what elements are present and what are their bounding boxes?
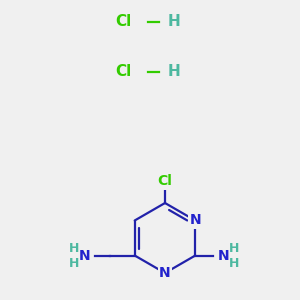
Text: N: N <box>159 266 171 280</box>
Text: Cl: Cl <box>158 174 172 188</box>
Text: Cl: Cl <box>116 14 132 29</box>
Text: N: N <box>190 214 201 227</box>
Text: H: H <box>68 242 79 255</box>
Text: N: N <box>79 248 91 262</box>
Text: H: H <box>229 257 239 270</box>
Text: H: H <box>168 14 181 29</box>
Text: H: H <box>229 242 239 255</box>
Text: H: H <box>68 257 79 270</box>
Text: H: H <box>168 64 181 80</box>
Text: N: N <box>218 248 229 262</box>
Text: Cl: Cl <box>116 64 132 80</box>
